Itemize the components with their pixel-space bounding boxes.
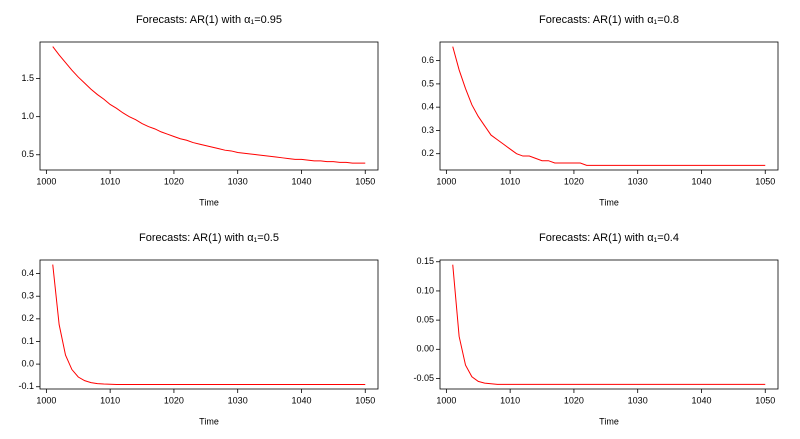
y-tick-label: 0.0 bbox=[21, 358, 34, 368]
y-tick-label: 1.0 bbox=[21, 111, 34, 121]
x-tick-label: 1010 bbox=[500, 395, 520, 405]
x-axis-label: Time bbox=[199, 197, 219, 207]
x-tick-label: 1030 bbox=[228, 395, 248, 405]
forecast-line bbox=[452, 264, 766, 385]
x-tick-label: 1040 bbox=[691, 176, 711, 186]
chart-title: Forecasts: AR(1) with α₁=0.4 bbox=[539, 232, 679, 244]
x-tick-label: 1050 bbox=[355, 395, 375, 405]
x-tick-label: 1000 bbox=[436, 395, 456, 405]
y-tick-label: 1.5 bbox=[21, 73, 34, 83]
x-axis-label: Time bbox=[199, 416, 219, 426]
forecast-line bbox=[52, 264, 366, 385]
plot-box bbox=[39, 259, 379, 390]
y-tick-label: 0.2 bbox=[21, 313, 34, 323]
y-tick-label: 0.5 bbox=[421, 78, 434, 88]
plot-box bbox=[39, 41, 379, 171]
forecast-line bbox=[452, 46, 766, 166]
y-tick-label: 0.3 bbox=[421, 125, 434, 135]
x-tick-label: 1000 bbox=[436, 176, 456, 186]
x-tick-label: 1040 bbox=[691, 395, 711, 405]
y-tick-label: 0.3 bbox=[21, 291, 34, 301]
plot-box bbox=[439, 41, 779, 171]
forecast-line bbox=[52, 46, 366, 164]
y-tick-label: 0.6 bbox=[421, 55, 434, 65]
y-tick-label: 0.2 bbox=[421, 148, 434, 158]
y-tick-label: -0.1 bbox=[18, 381, 34, 391]
chart-title: Forecasts: AR(1) with α₁=0.95 bbox=[136, 14, 282, 26]
x-axis-label: Time bbox=[599, 416, 619, 426]
y-tick-label: 0.00 bbox=[416, 344, 434, 354]
x-tick-label: 1050 bbox=[355, 176, 375, 186]
panel: Forecasts: AR(1) with α₁=0.5 1000 1010 1020… bbox=[18, 232, 379, 426]
plot-box bbox=[439, 259, 779, 390]
x-tick-label: 1030 bbox=[628, 176, 648, 186]
x-tick-label: 1000 bbox=[36, 176, 56, 186]
x-tick-label: 1030 bbox=[628, 395, 648, 405]
x-tick-label: 1010 bbox=[100, 176, 120, 186]
x-tick-label: 1040 bbox=[291, 395, 311, 405]
y-tick-label: 0.05 bbox=[416, 314, 434, 324]
y-tick-label: 0.4 bbox=[421, 102, 434, 112]
x-tick-label: 1050 bbox=[755, 395, 775, 405]
panel: Forecasts: AR(1) with α₁=0.95 1000 1010 102… bbox=[21, 14, 379, 207]
panel: Forecasts: AR(1) with α₁=0.8 1000 1010 1020… bbox=[421, 14, 779, 207]
y-tick-label: 0.1 bbox=[21, 336, 34, 346]
y-tick-label: -0.05 bbox=[413, 373, 434, 383]
x-tick-label: 1010 bbox=[500, 176, 520, 186]
x-tick-label: 1000 bbox=[36, 395, 56, 405]
x-tick-label: 1040 bbox=[291, 176, 311, 186]
x-tick-label: 1050 bbox=[755, 176, 775, 186]
x-tick-label: 1020 bbox=[164, 176, 184, 186]
y-tick-label: 0.10 bbox=[416, 285, 434, 295]
panel: Forecasts: AR(1) with α₁=0.4 1000 1010 1020… bbox=[413, 232, 779, 426]
x-tick-label: 1020 bbox=[164, 395, 184, 405]
y-tick-label: 0.5 bbox=[21, 149, 34, 159]
y-tick-label: 0.15 bbox=[416, 256, 434, 266]
x-tick-label: 1030 bbox=[228, 176, 248, 186]
x-tick-label: 1010 bbox=[100, 395, 120, 405]
x-axis-label: Time bbox=[599, 197, 619, 207]
x-tick-label: 1020 bbox=[564, 395, 584, 405]
chart-title: Forecasts: AR(1) with α₁=0.8 bbox=[539, 14, 679, 26]
x-tick-label: 1020 bbox=[564, 176, 584, 186]
chart-title: Forecasts: AR(1) with α₁=0.5 bbox=[139, 232, 279, 244]
y-tick-label: 0.4 bbox=[21, 268, 34, 278]
